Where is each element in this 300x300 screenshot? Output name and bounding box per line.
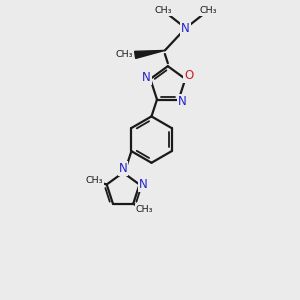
Text: CH₃: CH₃ xyxy=(199,6,217,15)
Polygon shape xyxy=(135,50,165,59)
Text: CH₃: CH₃ xyxy=(116,50,134,59)
Text: CH₃: CH₃ xyxy=(136,205,153,214)
Text: O: O xyxy=(184,69,194,82)
Text: N: N xyxy=(139,178,148,191)
Text: N: N xyxy=(181,22,190,34)
Text: CH₃: CH₃ xyxy=(154,6,172,15)
Text: CH₃: CH₃ xyxy=(85,176,103,185)
Text: N: N xyxy=(178,94,187,107)
Text: N: N xyxy=(119,162,128,175)
Text: N: N xyxy=(142,71,151,84)
